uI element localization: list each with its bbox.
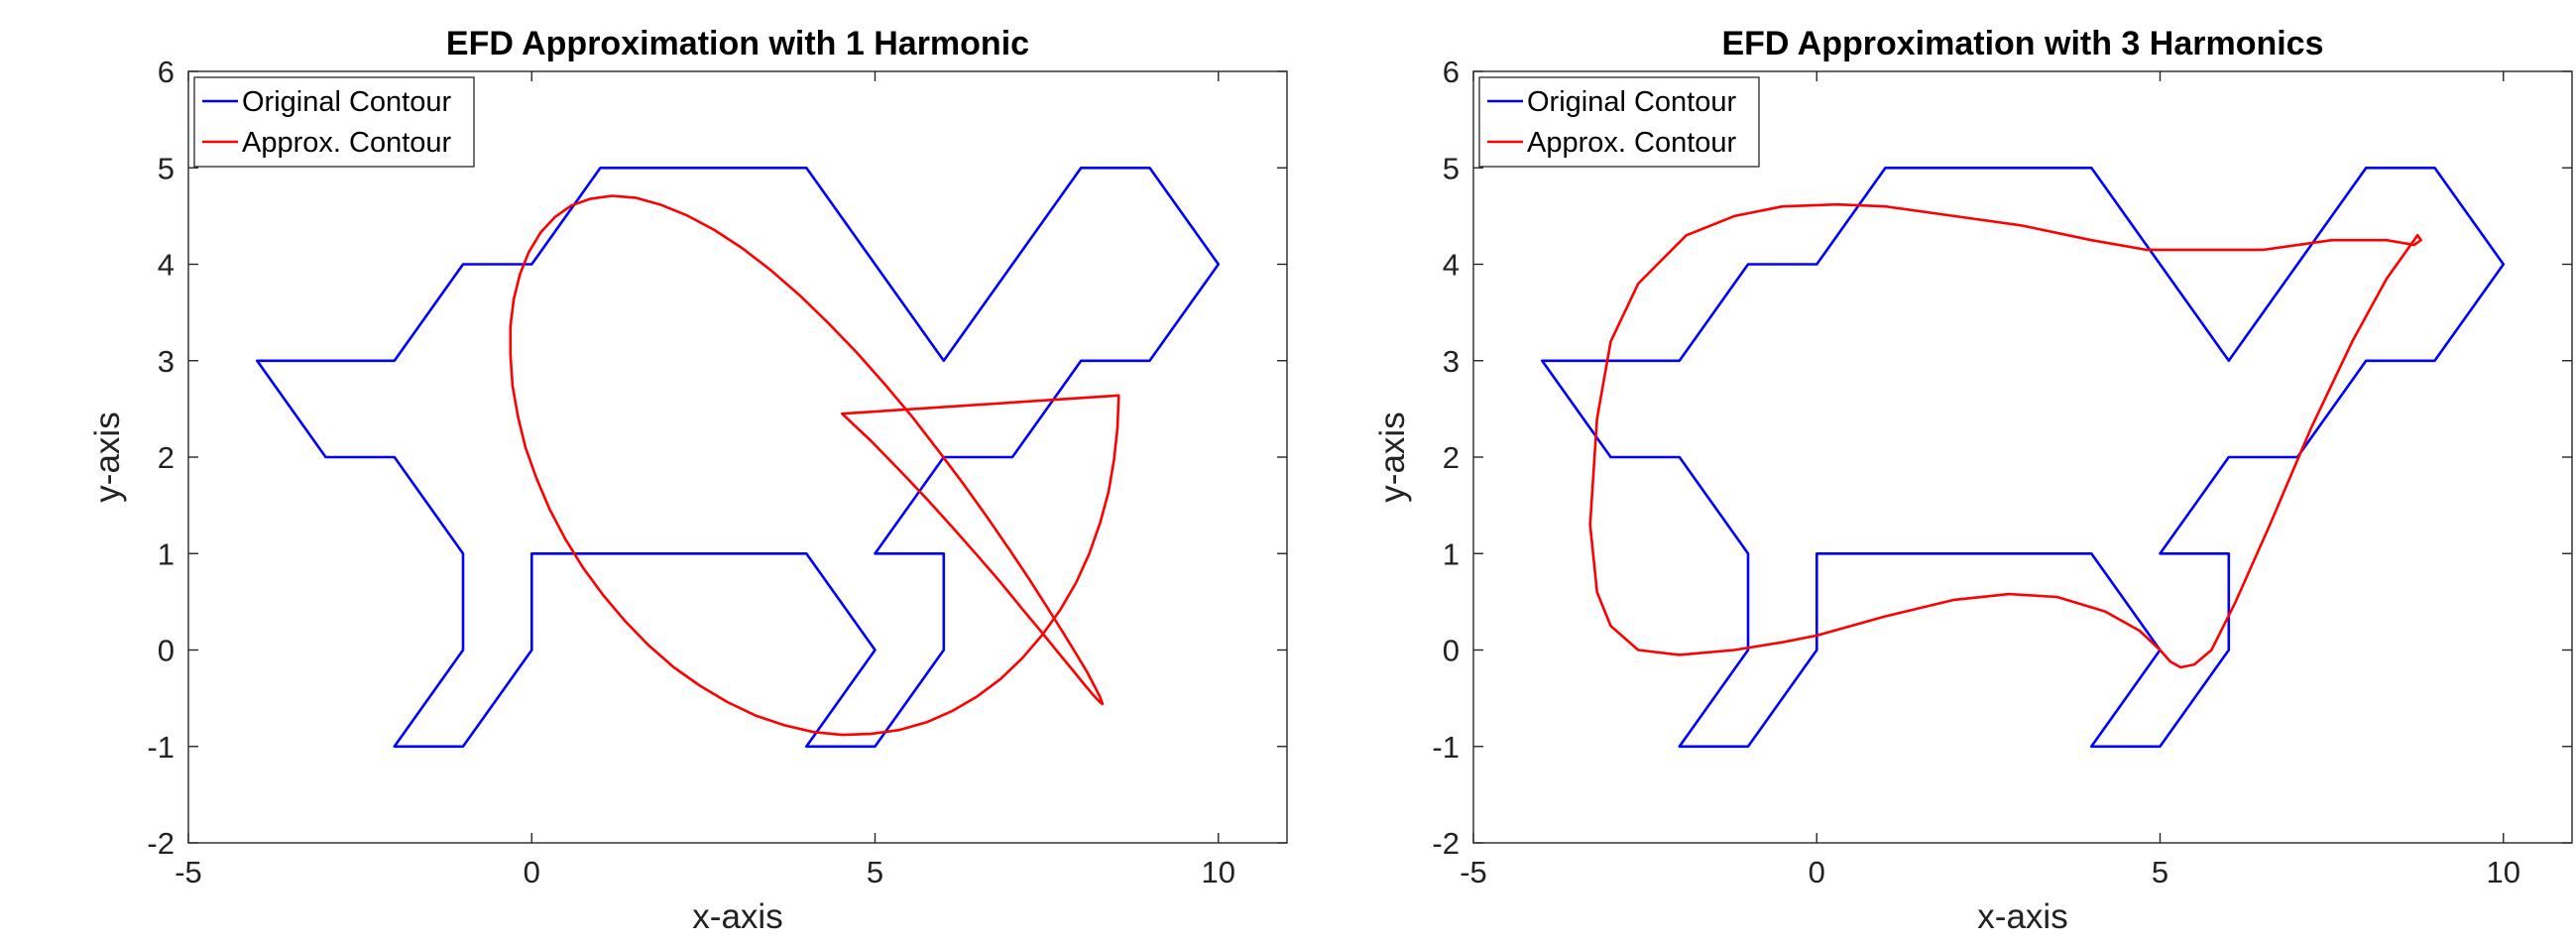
chart-1-title: EFD Approximation with 1 Harmonic bbox=[446, 25, 1029, 62]
chart-2-ytick-label: -1 bbox=[1432, 730, 1460, 765]
chart-2-legend-label-original: Original Contour bbox=[1527, 86, 1736, 118]
chart-1-xtick-label: 5 bbox=[867, 855, 883, 889]
chart-2-xlabel: x-axis bbox=[1977, 897, 2067, 936]
chart-1-legend-label-original: Original Contour bbox=[242, 86, 451, 118]
chart-2-panel: -5 0 5 10 -2 -1 0 1 2 3 4 5 6 EFD Approximation with … bbox=[1373, 25, 2573, 936]
chart-1-ytick-label: 3 bbox=[158, 344, 175, 379]
chart-1-ytick-label: -2 bbox=[147, 826, 175, 861]
chart-2-xtick-label: 0 bbox=[1809, 855, 1825, 889]
chart-2-ytick-label: 6 bbox=[1443, 55, 1460, 89]
chart-2-ylabel: y-axis bbox=[1373, 412, 1412, 502]
chart-2-xtick-label: 5 bbox=[2152, 855, 2168, 889]
chart-2-title: EFD Approximation with 3 Harmonics bbox=[1721, 25, 2323, 62]
chart-2-ytick-label: 0 bbox=[1443, 634, 1460, 668]
chart-2-approx-contour-line bbox=[1588, 202, 2422, 669]
chart-2-legend-label-approx: Approx. Contour bbox=[1527, 127, 1737, 159]
chart-2-ytick-label: 5 bbox=[1443, 151, 1460, 185]
chart-1-xtick-label: 10 bbox=[1202, 855, 1235, 889]
chart-1-xtick-label: 0 bbox=[524, 855, 540, 889]
chart-2-xtick-label: 10 bbox=[2487, 855, 2520, 889]
chart-1-xtick-label: -5 bbox=[175, 855, 202, 889]
chart-1-legend: Original Contour Approx. Contour bbox=[193, 76, 475, 168]
chart-1-panel: -5 0 5 10 -2 -1 0 1 2 3 4 5 6 EFD Approximation with … bbox=[88, 25, 1288, 936]
chart-2-ytick-label: -2 bbox=[1432, 826, 1460, 861]
chart-2-xtick-label: -5 bbox=[1460, 855, 1487, 889]
chart-1-ytick-label: 0 bbox=[158, 634, 175, 668]
chart-2-ytick-label: 3 bbox=[1443, 344, 1460, 379]
chart-2-ytick-label: 1 bbox=[1443, 536, 1460, 571]
chart-2-series-group bbox=[1541, 167, 2506, 749]
chart-2-legend: Original Contour Approx. Contour bbox=[1478, 76, 1760, 168]
chart-1-ytick-label: 5 bbox=[158, 151, 175, 185]
chart-1-ytick-label: -1 bbox=[147, 730, 175, 765]
chart-2-original-contour-line bbox=[1541, 167, 2506, 749]
chart-1-original-contour-line bbox=[255, 167, 1221, 749]
chart-1-approx-contour-line bbox=[509, 194, 1120, 737]
chart-1-ytick-label: 2 bbox=[158, 440, 175, 475]
chart-2-ytick-label: 2 bbox=[1443, 440, 1460, 475]
chart-1-ylabel: y-axis bbox=[88, 412, 127, 502]
chart-1-ytick-label: 1 bbox=[158, 536, 175, 571]
chart-1-legend-box bbox=[193, 76, 475, 168]
chart-1-xlabel: x-axis bbox=[692, 897, 782, 936]
chart-2-legend-box bbox=[1478, 76, 1760, 168]
chart-2-ytick-label: 4 bbox=[1443, 248, 1460, 283]
chart-1-series-group bbox=[255, 167, 1221, 749]
chart-1-legend-label-approx: Approx. Contour bbox=[242, 127, 452, 159]
chart-1-ytick-label: 4 bbox=[158, 248, 175, 283]
chart-1-ytick-label: 6 bbox=[158, 55, 175, 89]
